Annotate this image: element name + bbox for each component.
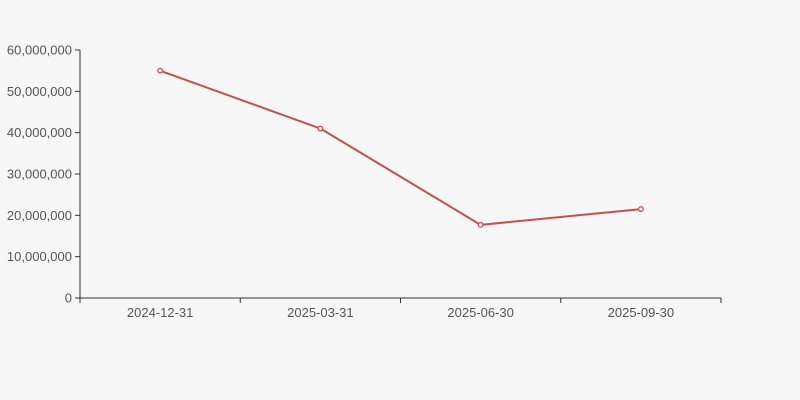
- y-tick-label: 50,000,000: [7, 84, 72, 99]
- data-point-marker[interactable]: [477, 221, 484, 228]
- data-point-marker[interactable]: [157, 67, 164, 74]
- y-tick-label: 30,000,000: [7, 167, 72, 182]
- y-tick-label: 0: [65, 291, 72, 306]
- y-tick-label: 40,000,000: [7, 125, 72, 140]
- x-tick-label: 2025-09-30: [608, 305, 675, 320]
- y-tick-label: 60,000,000: [7, 43, 72, 58]
- y-tick-label: 10,000,000: [7, 249, 72, 264]
- series-line: [159, 69, 642, 226]
- y-tick-label: 20,000,000: [7, 208, 72, 223]
- data-point-marker[interactable]: [637, 206, 644, 213]
- x-tick-label: 2025-03-31: [287, 305, 354, 320]
- x-tick-label: 2024-12-31: [127, 305, 194, 320]
- x-tick-label: 2025-06-30: [447, 305, 514, 320]
- data-point-marker[interactable]: [317, 125, 324, 132]
